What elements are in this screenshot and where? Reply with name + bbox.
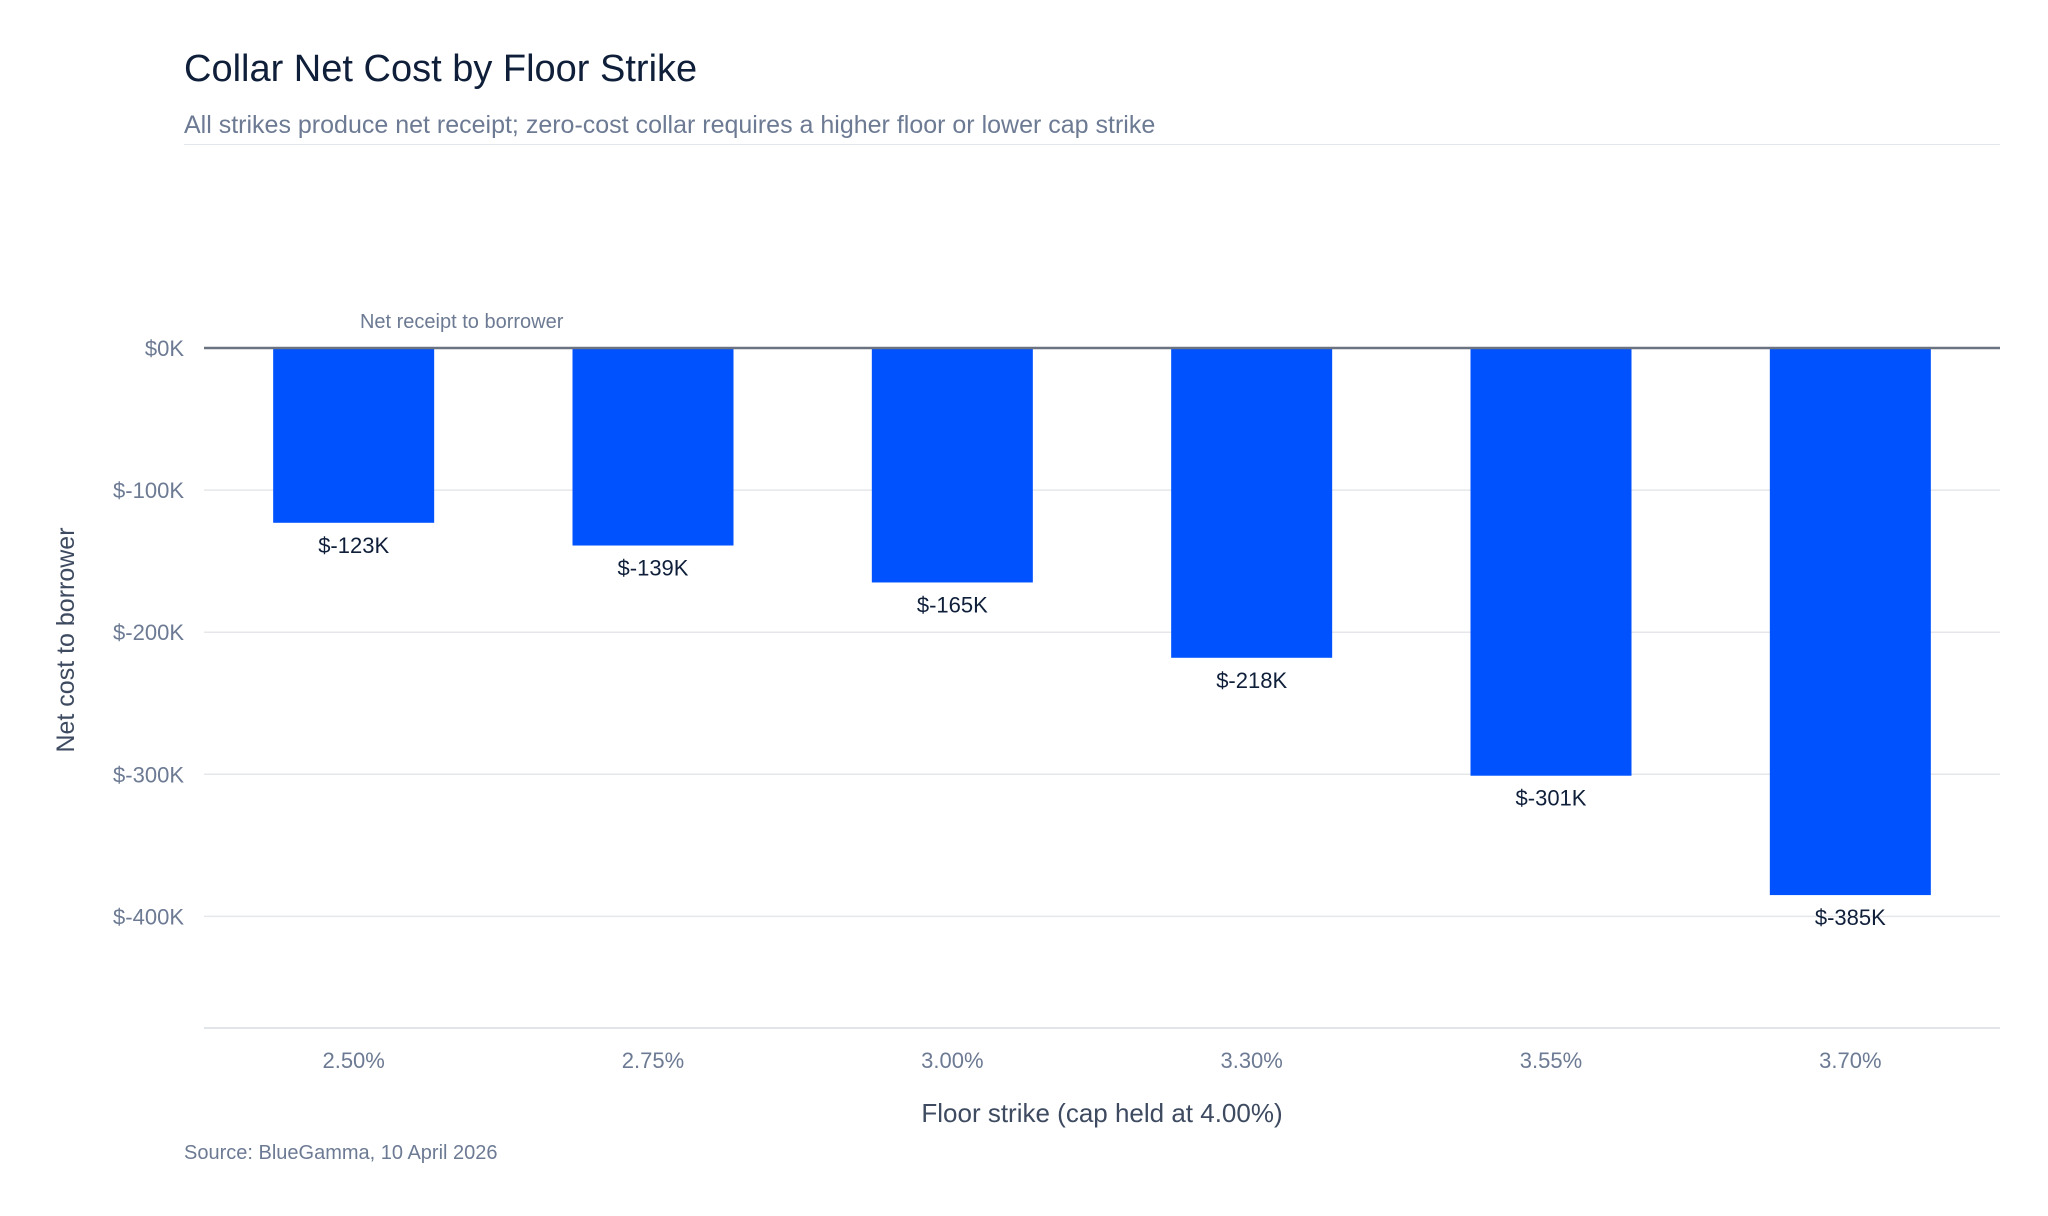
bar xyxy=(1470,348,1632,776)
x-tick-label: 2.75% xyxy=(622,1048,684,1073)
y-tick-label: $-200K xyxy=(113,620,184,645)
x-tick-label: 3.55% xyxy=(1520,1048,1582,1073)
bar xyxy=(1769,348,1931,896)
data-label: $-165K xyxy=(917,592,988,617)
data-label: $-301K xyxy=(1516,786,1587,811)
bar xyxy=(572,348,734,546)
chart-title: Collar Net Cost by Floor Strike xyxy=(184,48,698,90)
x-axis-label: Floor strike (cap held at 4.00%) xyxy=(921,1098,1282,1128)
y-tick-label: $-100K xyxy=(113,478,184,503)
data-labels: $-123K $-139K $-165K $-218K $-301K $-385K xyxy=(318,533,1886,930)
bar xyxy=(871,348,1033,583)
bars xyxy=(273,348,1931,896)
data-label: $-123K xyxy=(318,533,389,558)
y-tick-label: $0K xyxy=(145,336,184,361)
x-tick-label: 3.00% xyxy=(921,1048,983,1073)
bar xyxy=(273,348,435,523)
bar xyxy=(1171,348,1333,658)
data-label: $-218K xyxy=(1216,668,1287,693)
data-label: $-385K xyxy=(1815,905,1886,930)
y-axis-label: Net cost to borrower xyxy=(52,527,80,752)
x-tick-labels: 2.50% 2.75% 3.00% 3.30% 3.55% 3.70% xyxy=(322,1048,1881,1073)
x-tick-label: 3.70% xyxy=(1819,1048,1881,1073)
y-tick-labels: $0K $-100K $-200K $-300K $-400K xyxy=(113,336,184,929)
x-tick-label: 3.30% xyxy=(1220,1048,1282,1073)
chart-subtitle: All strikes produce net receipt; zero-co… xyxy=(184,111,1156,139)
x-tick-label: 2.50% xyxy=(322,1048,384,1073)
y-tick-label: $-300K xyxy=(113,762,184,787)
header-divider xyxy=(184,144,2000,145)
gridlines xyxy=(204,489,2000,918)
y-tick-label: $-400K xyxy=(113,904,184,929)
source-note: Source: BlueGamma, 10 April 2026 xyxy=(184,1142,498,1164)
annotation-net-receipt: Net receipt to borrower xyxy=(360,311,564,333)
data-label: $-139K xyxy=(618,556,689,581)
